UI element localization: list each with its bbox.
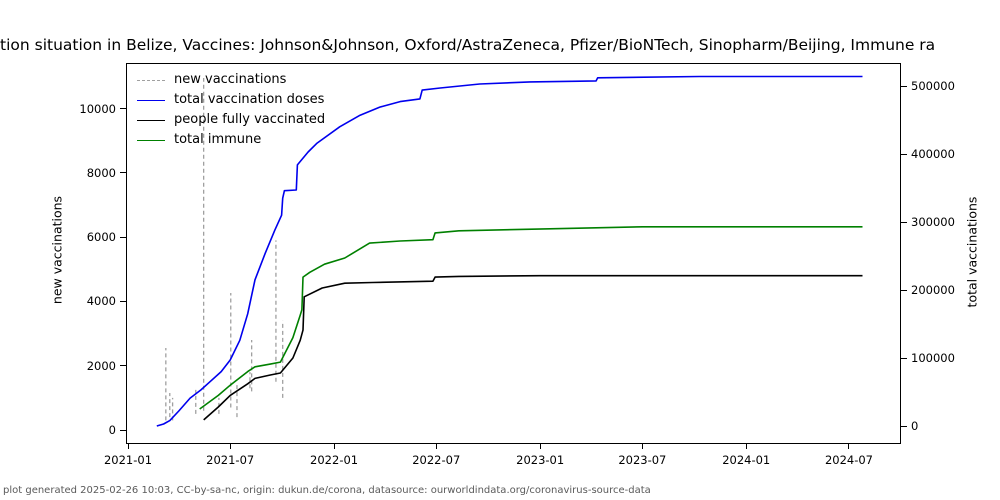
y-right-tick-label: 300000 [911,215,955,229]
x-tick-label: 2023-01 [516,453,565,467]
y-right-tick-label: 500000 [911,79,955,93]
x-tick-label: 2021-07 [206,453,255,467]
x-tick-label: 2024-07 [824,453,874,467]
x-tick-mark [127,444,129,449]
y-right-tick-label: 0 [911,419,919,433]
plot-area [126,63,901,444]
y-left-tick-mark [120,365,126,367]
legend-blue-line-sample [137,99,165,101]
legend-item-fully-vaccinated: people fully vaccinated [137,110,325,130]
legend-label: total immune [174,132,262,147]
legend-label: people fully vaccinated [174,112,326,127]
y-right-tick-label: 200000 [911,283,955,297]
x-tick-label: 2021-01 [103,453,153,467]
plot-frame [126,63,901,444]
x-tick-mark [539,444,541,449]
footer-caption: plot generated 2025-02-26 10:03, CC-by-s… [3,485,651,496]
y-left-tick-label: 4000 [86,294,116,309]
x-tick-label: 2022-01 [310,453,359,467]
legend-label: total vaccination doses [174,92,325,107]
y-right-tick-mark [901,153,907,155]
y-right-tick-mark [901,357,907,359]
legend: new vaccinations total vaccination doses… [137,70,325,150]
x-tick-label: 2024-01 [722,453,771,467]
legend-dashed-line-sample [137,79,165,81]
y-left-tick-mark [120,300,126,302]
x-tick-label: 2022-07 [412,453,461,467]
x-tick-mark [229,444,231,449]
y-left-tick-label: 6000 [86,230,116,245]
legend-black-line-sample [137,119,165,121]
y-left-tick-mark [120,429,126,431]
series-line-1 [156,75,863,427]
x-tick-label: 2023-07 [618,453,667,467]
x-tick-mark [848,444,850,449]
y-left-tick-label: 2000 [86,358,116,373]
y-right-tick-mark [901,425,907,427]
series-line-3 [199,226,863,410]
x-tick-mark [641,444,643,449]
y-right-tick-mark [901,289,907,291]
chart-canvas [126,63,901,444]
y-left-tick-label: 8000 [86,165,116,180]
legend-item-total-doses: total vaccination doses [137,90,325,110]
y-left-tick-mark [120,172,126,174]
series-line-2 [203,274,863,421]
chart-title: tion situation in Belize, Vaccines: John… [0,37,936,54]
legend-item-new-vaccinations: new vaccinations [137,70,325,90]
y-axis-label-right: total vaccinations [964,196,980,308]
y-right-tick-label: 400000 [911,147,955,161]
x-tick-mark [333,444,335,449]
legend-item-total-immune: total immune [137,130,325,150]
legend-label: new vaccinations [174,72,287,87]
y-right-tick-mark [901,221,907,223]
y-right-tick-label: 100000 [911,351,955,365]
y-left-tick-mark [120,236,126,238]
y-left-tick-mark [120,108,126,110]
y-left-tick-label: 0 [108,423,116,437]
x-tick-mark [745,444,747,449]
y-left-tick-label: 10000 [79,101,116,116]
y-axis-label-left: new vaccinations [49,195,65,305]
x-tick-mark [435,444,437,449]
y-right-tick-mark [901,85,907,87]
legend-green-line-sample [137,139,165,141]
